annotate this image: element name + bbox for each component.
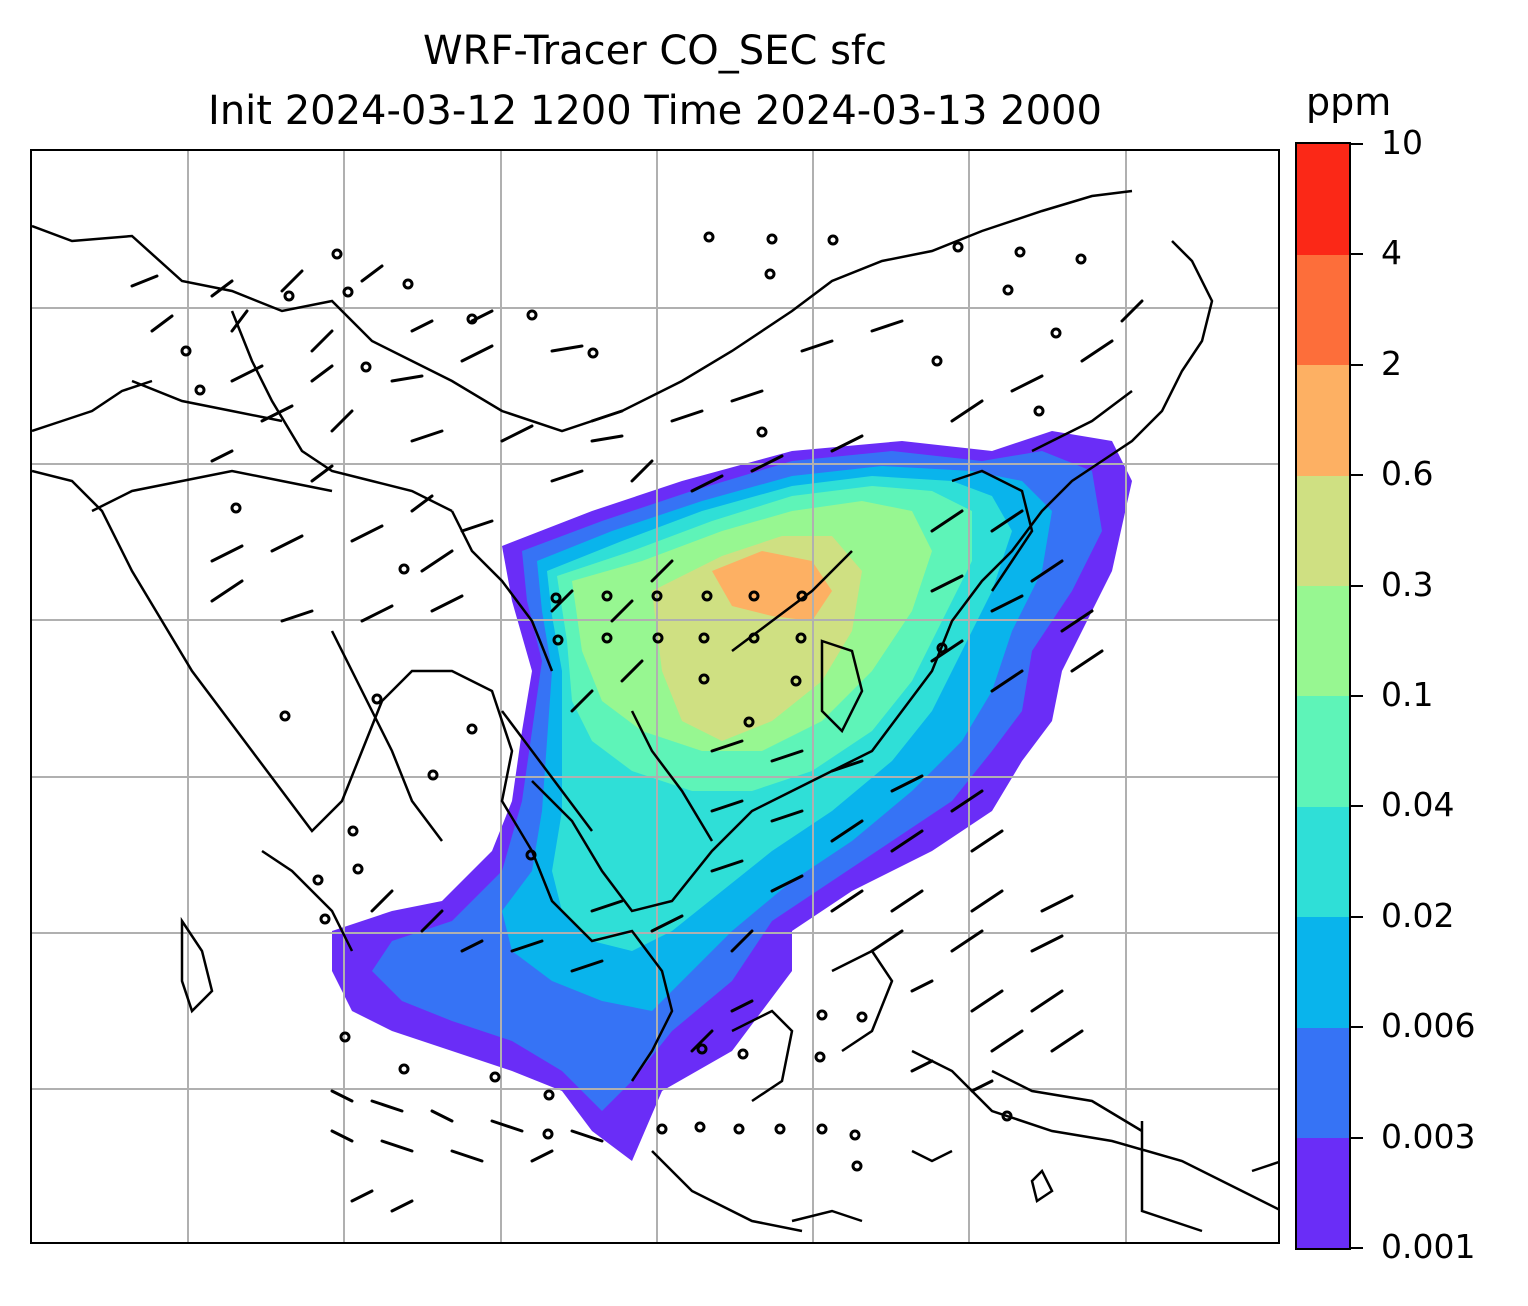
plot-title: WRF-Tracer CO_SEC sfc (422, 28, 888, 74)
map-canvas (32, 151, 1278, 1242)
colorbar-unit-label: ppm (1306, 80, 1392, 124)
colorbar-segment (1297, 806, 1349, 918)
colorbar-tick-label: 0.006 (1381, 1006, 1476, 1046)
colorbar-segment (1297, 1137, 1349, 1249)
wind-barbs (130, 264, 1144, 1213)
plot-subtitle: Init 2024-03-12 1200 Time 2024-03-13 200… (208, 88, 1102, 134)
colorbar-segment (1297, 144, 1349, 255)
colorbar-tick (1351, 805, 1363, 808)
coastlines (32, 189, 1278, 1233)
colorbar-tick (1351, 1247, 1363, 1249)
colorbar-tick (1351, 253, 1363, 256)
colorbar-segment (1297, 364, 1349, 476)
colorbar-segment (1297, 916, 1349, 1028)
colorbar-tick (1351, 584, 1363, 587)
colorbar-tick (1351, 1026, 1363, 1029)
colorbar-tick-label: 0.6 (1381, 454, 1434, 494)
colorbar-tick (1351, 915, 1363, 918)
colorbar-tick-label: 0.04 (1381, 785, 1455, 825)
colorbar-tick-label: 2 (1381, 343, 1402, 383)
colorbar-segment (1297, 585, 1349, 697)
gridlines (32, 151, 1278, 1242)
colorbar-tick-label: 4 (1381, 233, 1402, 273)
calm-markers (180, 231, 1087, 1172)
colorbar-segment (1297, 475, 1349, 587)
colorbar-tick (1351, 143, 1363, 145)
colorbar-tick-label: 0.001 (1381, 1227, 1476, 1266)
colorbar-tick-label: 0.1 (1381, 675, 1434, 714)
colorbar-tick-label: 10 (1381, 123, 1423, 162)
colorbar-tick (1351, 474, 1363, 477)
colorbar-tick-label: 0.003 (1381, 1116, 1476, 1156)
colorbar-tick-label: 0.3 (1381, 564, 1434, 604)
map-panel (30, 149, 1280, 1244)
colorbar (1295, 142, 1351, 1250)
colorbar-tick (1351, 1136, 1363, 1139)
colorbar-segment (1297, 1027, 1349, 1139)
colorbar-segment (1297, 696, 1349, 807)
colorbar-tick (1351, 363, 1363, 366)
colorbar-tick (1351, 695, 1363, 697)
concentration-field (332, 431, 1132, 1161)
colorbar-segment (1297, 254, 1349, 366)
plume-level-0.6 (712, 551, 832, 621)
colorbar-tick-label: 0.02 (1381, 895, 1455, 935)
